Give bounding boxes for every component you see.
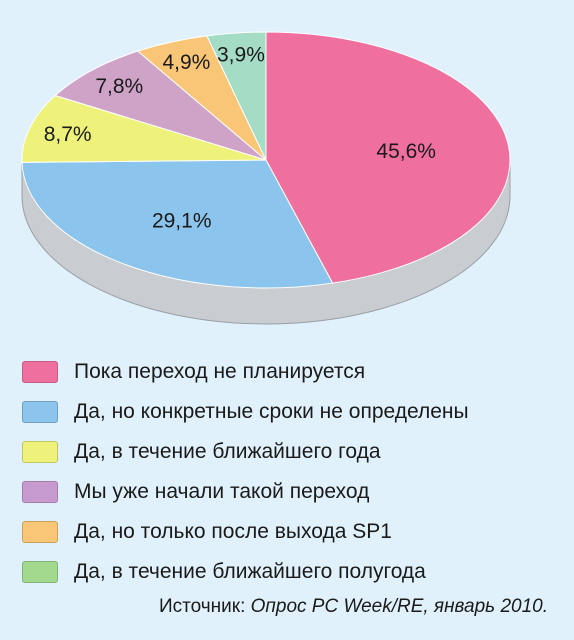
pie-slice-3 [21,94,267,163]
legend-label: Да, в течение ближайшего полугода [74,560,426,583]
pie-slice-4 [54,50,267,161]
slice-label-4: 7,8% [95,75,143,98]
slice-label-6: 3,9% [217,43,265,66]
legend-swatch [22,401,58,423]
legend-swatch [22,441,58,463]
legend-label: Мы уже начали такой переход [74,480,370,503]
slice-label-1: 45,6% [376,140,436,163]
source-prefix: Источник: [158,596,251,617]
legend-swatch [22,481,58,503]
legend-label: Да, но конкретные сроки не определены [74,400,469,423]
legend-swatch [22,521,58,543]
legend-swatch [22,361,58,383]
legend-item: Да, в течение ближайшего полугода [22,552,562,592]
slice-label-2: 29,1% [152,210,212,233]
legend: Пока переход не планируется Да, но конкре… [22,352,562,592]
legend-label: Пока переход не планируется [74,360,366,383]
legend-item: Мы уже начали такой переход [22,472,562,512]
source-note: Источник: Опрос PC Week/RE, январь 2010. [159,596,548,618]
legend-swatch [22,561,58,583]
source-text: Опрос PC Week/RE, январь 2010. [250,596,548,617]
legend-label: Да, но только после выхода SP1 [74,520,392,543]
pie-chart: 45,6% 29,1% 8,7% 7,8% 4,9% 3,9% [21,31,511,325]
pie-labels: 45,6% 29,1% 8,7% 7,8% 4,9% 3,9% [44,43,436,232]
legend-label: Да, в течение ближайшего года [74,440,381,463]
slice-label-5: 4,9% [162,51,210,74]
legend-item: Да, но конкретные сроки не определены [22,392,562,432]
pie-slice-2 [21,159,334,289]
slice-label-3: 8,7% [44,123,92,146]
legend-item: Пока переход не планируется [22,352,562,392]
pie-slice-6 [206,31,267,161]
legend-item: Да, но только после выхода SP1 [22,512,562,552]
pie-slice-1 [265,31,511,284]
pie-top [21,31,511,289]
legend-item: Да, в течение ближайшего года [22,432,562,472]
